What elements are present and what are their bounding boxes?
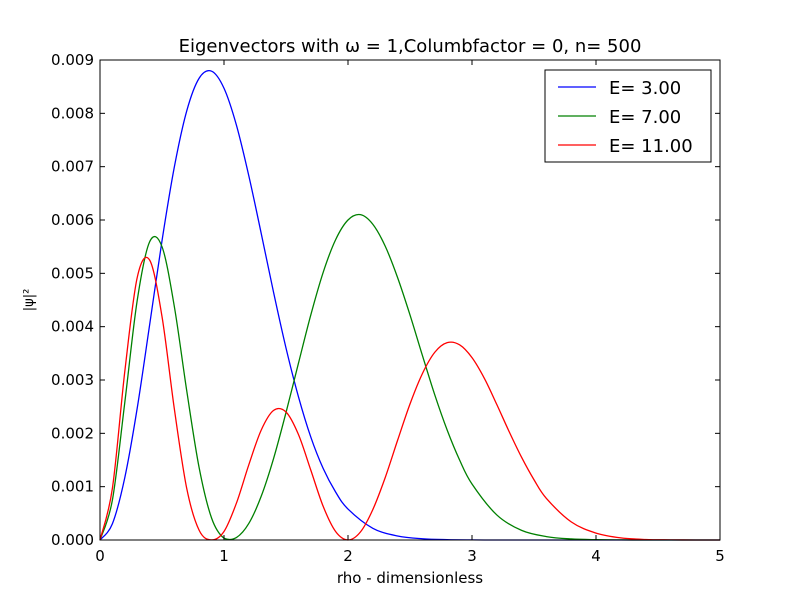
legend-label: E= 3.00	[609, 78, 681, 99]
y-tick-label: 0.004	[51, 318, 94, 336]
chart-title: Eigenvectors with ω = 1,Columbfactor = 0…	[179, 36, 642, 57]
y-tick-label: 0.009	[51, 51, 94, 69]
x-tick-label: 2	[343, 547, 353, 565]
y-tick-label: 0.008	[51, 104, 94, 122]
axes-layer: 0 1 2 3 4 5 0.000 0.001 0.002 0.003 0.004 0.005 0.00…	[51, 51, 725, 565]
x-tick-label: 3	[467, 547, 477, 565]
x-tick-label: 5	[715, 547, 725, 565]
y-tick-label: 0.000	[51, 531, 94, 549]
legend: E= 3.00 E= 7.00 E= 11.00	[544, 69, 712, 163]
x-tick-label: 1	[219, 547, 229, 565]
x-tick-label: 0	[95, 547, 105, 565]
x-tick-label: 4	[591, 547, 601, 565]
legend-label: E= 7.00	[609, 107, 681, 128]
y-tick-label: 0.007	[51, 158, 94, 176]
y-tick-label: 0.001	[51, 478, 94, 496]
x-axis-label: rho - dimensionless	[337, 569, 483, 587]
y-axis-label: |ψ|²	[22, 289, 37, 312]
plot-frame	[99, 59, 721, 541]
y-tick-label: 0.002	[51, 424, 94, 442]
y-tick-label: 0.003	[51, 371, 94, 389]
legend-label: E= 11.00	[609, 136, 693, 157]
y-tick-label: 0.005	[51, 264, 94, 282]
series-line-3	[99, 256, 720, 541]
y-tick-label: 0.006	[51, 211, 94, 229]
series-line-2	[99, 213, 720, 541]
